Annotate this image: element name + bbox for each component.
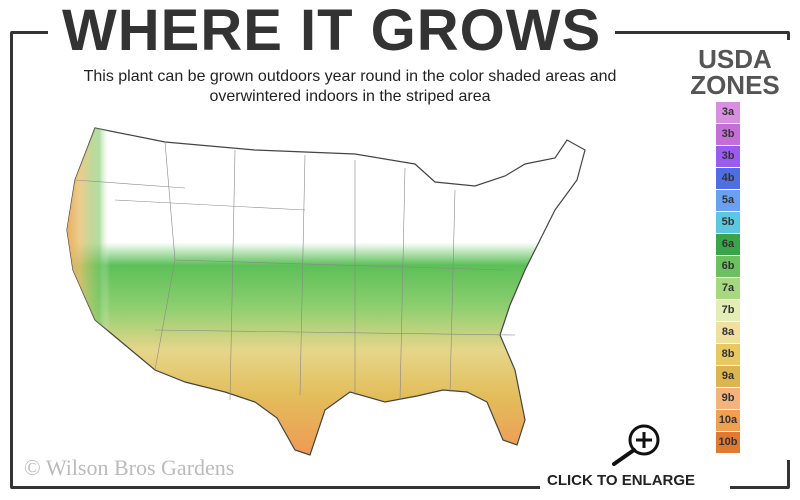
zone-swatch-8a: 8a <box>716 322 740 344</box>
legend-title: USDA ZONES <box>680 46 790 98</box>
zone-swatch-9b: 9b <box>716 388 740 410</box>
usda-zone-legend: USDA ZONES 3a 3b 3b 4b 5a 5b 6a 6b 7a 7b 8a 8b 9a 9b 1… <box>660 40 790 460</box>
legend-title-line2: ZONES <box>690 70 780 100</box>
enlarge-backdrop <box>540 470 730 500</box>
legend-title-line1: USDA <box>698 44 772 74</box>
zone-swatch-10a: 10a <box>716 410 740 432</box>
zone-swatch-9a: 9a <box>716 366 740 388</box>
us-zone-map[interactable] <box>55 120 595 460</box>
magnifier-plus-icon[interactable] <box>608 422 666 468</box>
zone-swatch-10b: 10b <box>716 432 740 454</box>
copyright-watermark: © Wilson Bros Gardens <box>24 455 235 480</box>
zone-swatch-3a: 3a <box>716 102 740 124</box>
zone-swatch-6a: 6a <box>716 234 740 256</box>
zone-swatch-6b: 6b <box>716 256 740 278</box>
zone-swatch-5a: 5a <box>716 190 740 212</box>
zone-swatch-4b: 4b <box>716 168 740 190</box>
zone-swatch-3b: 3b <box>716 146 740 168</box>
zone-swatch-5b: 5b <box>716 212 740 234</box>
zone-swatch-7b: 7b <box>716 300 740 322</box>
zone-swatches: 3a 3b 3b 4b 5a 5b 6a 6b 7a 7b 8a 8b 9a 9b 10a 10b <box>716 102 740 454</box>
zone-swatch-8b: 8b <box>716 344 740 366</box>
zone-swatch-7a: 7a <box>716 278 740 300</box>
page-title: WHERE IT GROWS <box>48 0 616 62</box>
subtitle: This plant can be grown outdoors year ro… <box>83 68 617 105</box>
us-outline <box>66 127 586 456</box>
click-to-enlarge-link[interactable]: CLICK TO ENLARGE <box>547 472 696 489</box>
state-borders <box>74 141 516 401</box>
zone-swatch-3b: 3b <box>716 124 740 146</box>
